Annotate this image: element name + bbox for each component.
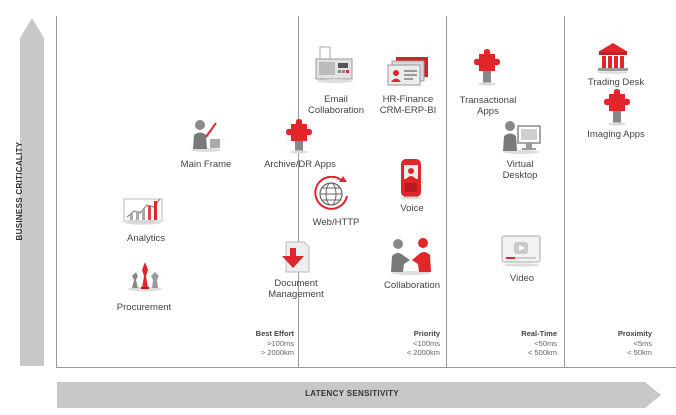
zone-distance: < 500km — [528, 348, 557, 357]
chess-pieces-icon — [128, 262, 162, 292]
person-computer-icon — [503, 121, 541, 154]
app-label-line: CRM-ERP-BI — [379, 105, 437, 116]
app-label-line: Email — [324, 94, 348, 105]
zone-real-time: Real-Time <50ms < 500km — [521, 329, 557, 358]
zone-title: Real-Time — [521, 329, 557, 338]
app-label-line: Virtual — [506, 159, 534, 170]
zone-title: Proximity — [617, 329, 652, 338]
zone-latency: <5ms — [633, 338, 652, 348]
app-archive-dr: Archive/DR Apps — [264, 159, 336, 170]
zone-title: Best Effort — [255, 329, 294, 338]
app-imaging-apps: Imaging Apps — [587, 129, 645, 140]
zone-latency: <100ms — [413, 338, 440, 348]
zone-latency: >100ms — [267, 338, 294, 348]
zone-distance: > 2000km — [260, 348, 294, 357]
zone-divider-2 — [446, 16, 447, 368]
app-web-http: Web/HTTP — [312, 217, 360, 228]
app-label-line: Desktop — [502, 170, 538, 181]
app-main-frame: Main Frame — [180, 159, 232, 170]
app-transactional-apps: Transactional Apps — [438, 95, 538, 117]
app-procurement: Procurement — [116, 302, 172, 313]
app-label-line: Collaboration — [308, 105, 364, 116]
app-document-management: Document Management — [246, 278, 346, 300]
zone-best-effort: Best Effort >100ms > 2000km — [256, 329, 294, 358]
app-label-line: Apps — [477, 106, 499, 117]
puzzle-piece-icon — [474, 49, 500, 86]
bar-chart-icon — [123, 198, 163, 225]
app-email-collaboration: Email Collaboration — [286, 94, 386, 116]
zone-divider-3 — [564, 16, 565, 368]
app-video: Video — [509, 273, 535, 284]
person-presenting-icon — [191, 120, 221, 152]
app-label-line: HR-Finance — [382, 94, 434, 105]
y-axis-label: BUSINESS CRITICALITY — [15, 141, 24, 241]
puzzle-piece-icon — [604, 89, 630, 126]
video-player-icon — [501, 235, 541, 267]
app-analytics: Analytics — [126, 233, 165, 244]
zone-distance: < 2000km — [406, 348, 440, 357]
handshake-people-icon — [391, 238, 431, 275]
zone-proximity: Proximity <5ms < 50km — [618, 329, 652, 358]
puzzle-piece-icon — [286, 119, 312, 154]
app-trading-desk: Trading Desk — [587, 77, 645, 88]
x-axis-label: LATENCY SENSITIVITY — [305, 389, 399, 398]
zone-distance: < 50km — [627, 348, 652, 357]
app-voice: Voice — [400, 203, 424, 214]
mobile-phone-icon — [401, 159, 421, 200]
bank-building-icon — [598, 43, 628, 74]
app-virtual-desktop: Virtual Desktop — [470, 159, 570, 181]
app-label-line: Transactional — [459, 95, 517, 106]
zone-latency: <50ms — [534, 338, 557, 348]
app-label-line: Management — [268, 289, 324, 300]
chart-frame — [56, 16, 676, 368]
x-axis-arrow — [57, 382, 661, 408]
app-hr-finance: HR-Finance CRM-ERP-BI — [358, 94, 458, 116]
zone-divider-1 — [298, 16, 299, 368]
fax-machine-icon — [315, 46, 353, 83]
zone-priority: Priority <100ms < 2000km — [407, 329, 440, 358]
document-download-icon — [282, 241, 310, 273]
globe-icon — [314, 176, 348, 210]
y-axis-arrow — [20, 18, 44, 366]
app-label-line: Document — [274, 278, 318, 289]
zone-title: Priority — [413, 329, 440, 338]
app-collaboration: Collaboration — [384, 280, 440, 291]
id-cards-icon — [387, 57, 428, 86]
